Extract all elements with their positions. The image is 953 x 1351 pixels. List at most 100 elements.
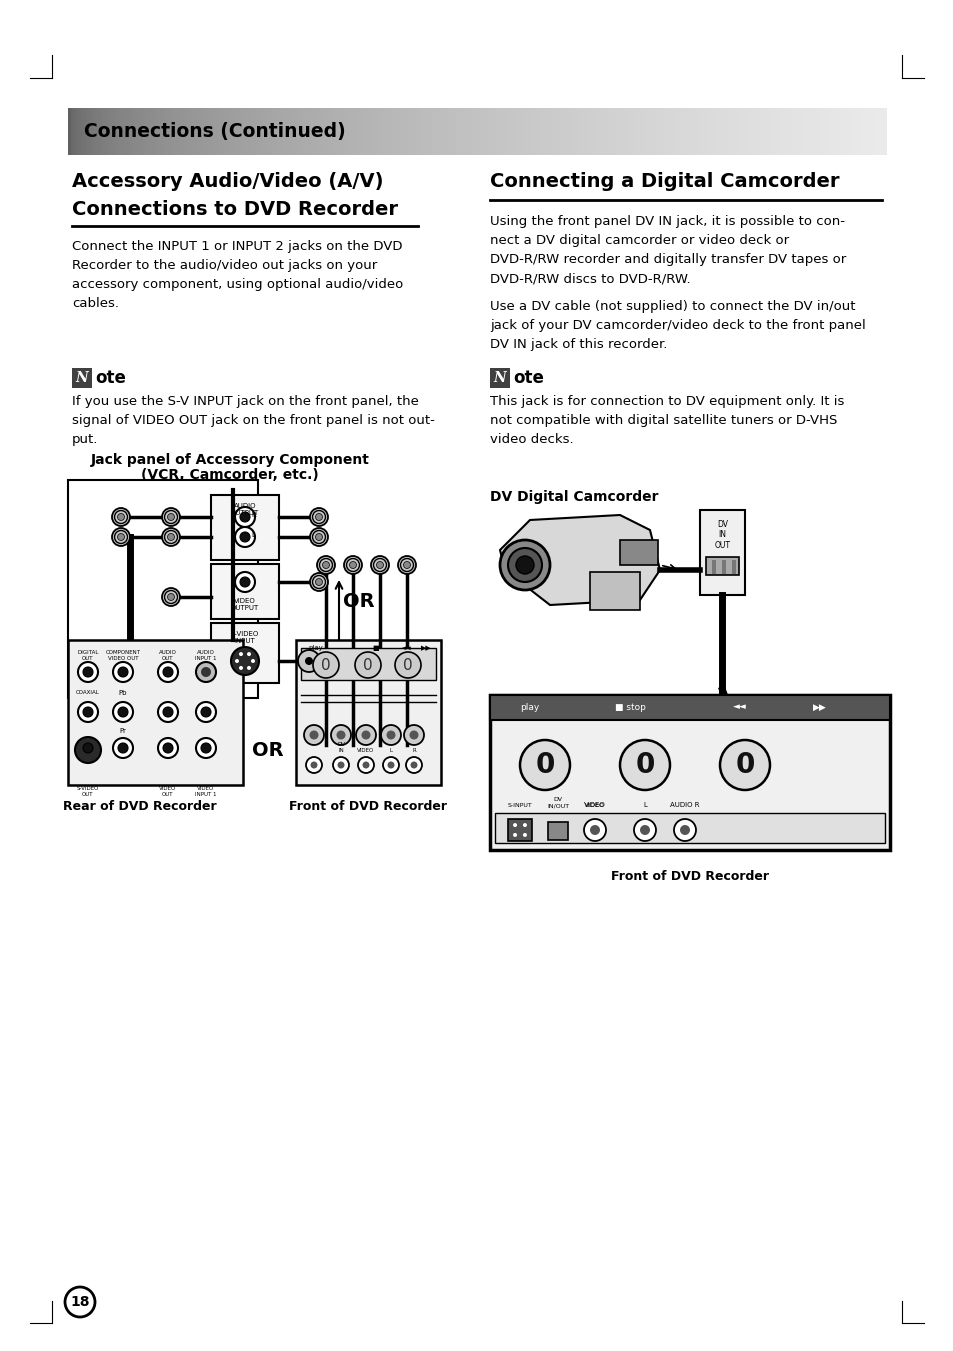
Bar: [572, 108, 576, 155]
Bar: [539, 108, 543, 155]
Bar: [308, 108, 312, 155]
Bar: [311, 108, 314, 155]
Bar: [359, 108, 363, 155]
Bar: [150, 108, 153, 155]
Bar: [147, 108, 151, 155]
Circle shape: [371, 557, 389, 574]
Bar: [188, 108, 192, 155]
Bar: [349, 108, 353, 155]
Text: VIDEO: VIDEO: [357, 748, 375, 753]
Bar: [714, 108, 718, 155]
Bar: [793, 108, 796, 155]
Circle shape: [117, 534, 125, 540]
Circle shape: [65, 1288, 95, 1317]
Text: OR: OR: [343, 592, 375, 611]
Circle shape: [519, 740, 569, 790]
Bar: [803, 108, 807, 155]
Bar: [390, 108, 393, 155]
Bar: [261, 108, 265, 155]
Bar: [160, 108, 164, 155]
Bar: [490, 694, 889, 720]
Bar: [507, 819, 532, 842]
Bar: [733, 108, 737, 155]
Circle shape: [403, 562, 410, 569]
Circle shape: [168, 513, 174, 520]
Text: 0: 0: [363, 658, 373, 673]
Bar: [501, 108, 505, 155]
Bar: [850, 108, 853, 155]
Circle shape: [639, 825, 649, 835]
Text: play: play: [519, 703, 539, 712]
Bar: [582, 108, 586, 155]
Text: S-VIDEO
OUT: S-VIDEO OUT: [77, 786, 99, 797]
Bar: [411, 108, 415, 155]
Bar: [234, 108, 238, 155]
Bar: [645, 108, 649, 155]
Bar: [251, 108, 254, 155]
Bar: [657, 108, 660, 155]
Bar: [373, 108, 376, 155]
Bar: [880, 108, 883, 155]
Bar: [315, 108, 319, 155]
Bar: [68, 640, 243, 785]
Bar: [174, 108, 178, 155]
Circle shape: [310, 762, 317, 769]
Circle shape: [410, 762, 417, 769]
Bar: [468, 108, 472, 155]
Circle shape: [516, 557, 534, 574]
Circle shape: [240, 512, 250, 521]
Text: R: R: [251, 512, 255, 517]
Bar: [264, 108, 268, 155]
Bar: [871, 108, 875, 155]
Bar: [211, 623, 278, 684]
Text: S-VIDEO
INPUT: S-VIDEO INPUT: [231, 631, 259, 644]
Circle shape: [247, 653, 251, 657]
Bar: [661, 108, 665, 155]
Circle shape: [168, 593, 174, 600]
Bar: [79, 108, 83, 155]
Text: COMPONENT
VIDEO OUT: COMPONENT VIDEO OUT: [106, 650, 140, 661]
Bar: [211, 563, 278, 619]
Bar: [335, 108, 338, 155]
Bar: [588, 108, 592, 155]
Text: Connect the INPUT 1 or INPUT 2 jacks on the DVD
Recorder to the audio/video out : Connect the INPUT 1 or INPUT 2 jacks on …: [71, 240, 403, 309]
Circle shape: [315, 513, 322, 520]
Bar: [700, 509, 744, 594]
Bar: [809, 108, 813, 155]
Bar: [274, 108, 278, 155]
Bar: [211, 494, 278, 561]
Bar: [620, 108, 624, 155]
Bar: [463, 108, 467, 155]
Circle shape: [118, 743, 128, 753]
Text: Front of DVD Recorder: Front of DVD Recorder: [610, 870, 768, 884]
Circle shape: [247, 666, 251, 670]
Text: Connections to DVD Recorder: Connections to DVD Recorder: [71, 200, 397, 219]
Bar: [670, 108, 674, 155]
Text: DV
IN/OUT: DV IN/OUT: [546, 797, 569, 808]
Bar: [689, 108, 693, 155]
Bar: [833, 108, 837, 155]
Bar: [436, 108, 439, 155]
Bar: [607, 108, 611, 155]
Bar: [201, 108, 205, 155]
Bar: [179, 108, 183, 155]
Circle shape: [386, 731, 395, 739]
Circle shape: [306, 757, 322, 773]
Bar: [466, 108, 469, 155]
Bar: [158, 108, 162, 155]
Bar: [736, 108, 739, 155]
Text: S-INPUT: S-INPUT: [507, 802, 532, 808]
Circle shape: [158, 703, 178, 721]
Bar: [425, 108, 429, 155]
Bar: [496, 108, 499, 155]
Bar: [198, 108, 202, 155]
Bar: [768, 108, 772, 155]
Text: Use a DV cable (not supplied) to connect the DV in/out
jack of your DV camcorder: Use a DV cable (not supplied) to connect…: [490, 300, 864, 351]
Circle shape: [513, 834, 517, 838]
Bar: [449, 108, 453, 155]
Bar: [433, 108, 436, 155]
Bar: [392, 108, 395, 155]
Bar: [292, 108, 295, 155]
Circle shape: [83, 743, 92, 753]
Bar: [95, 108, 99, 155]
